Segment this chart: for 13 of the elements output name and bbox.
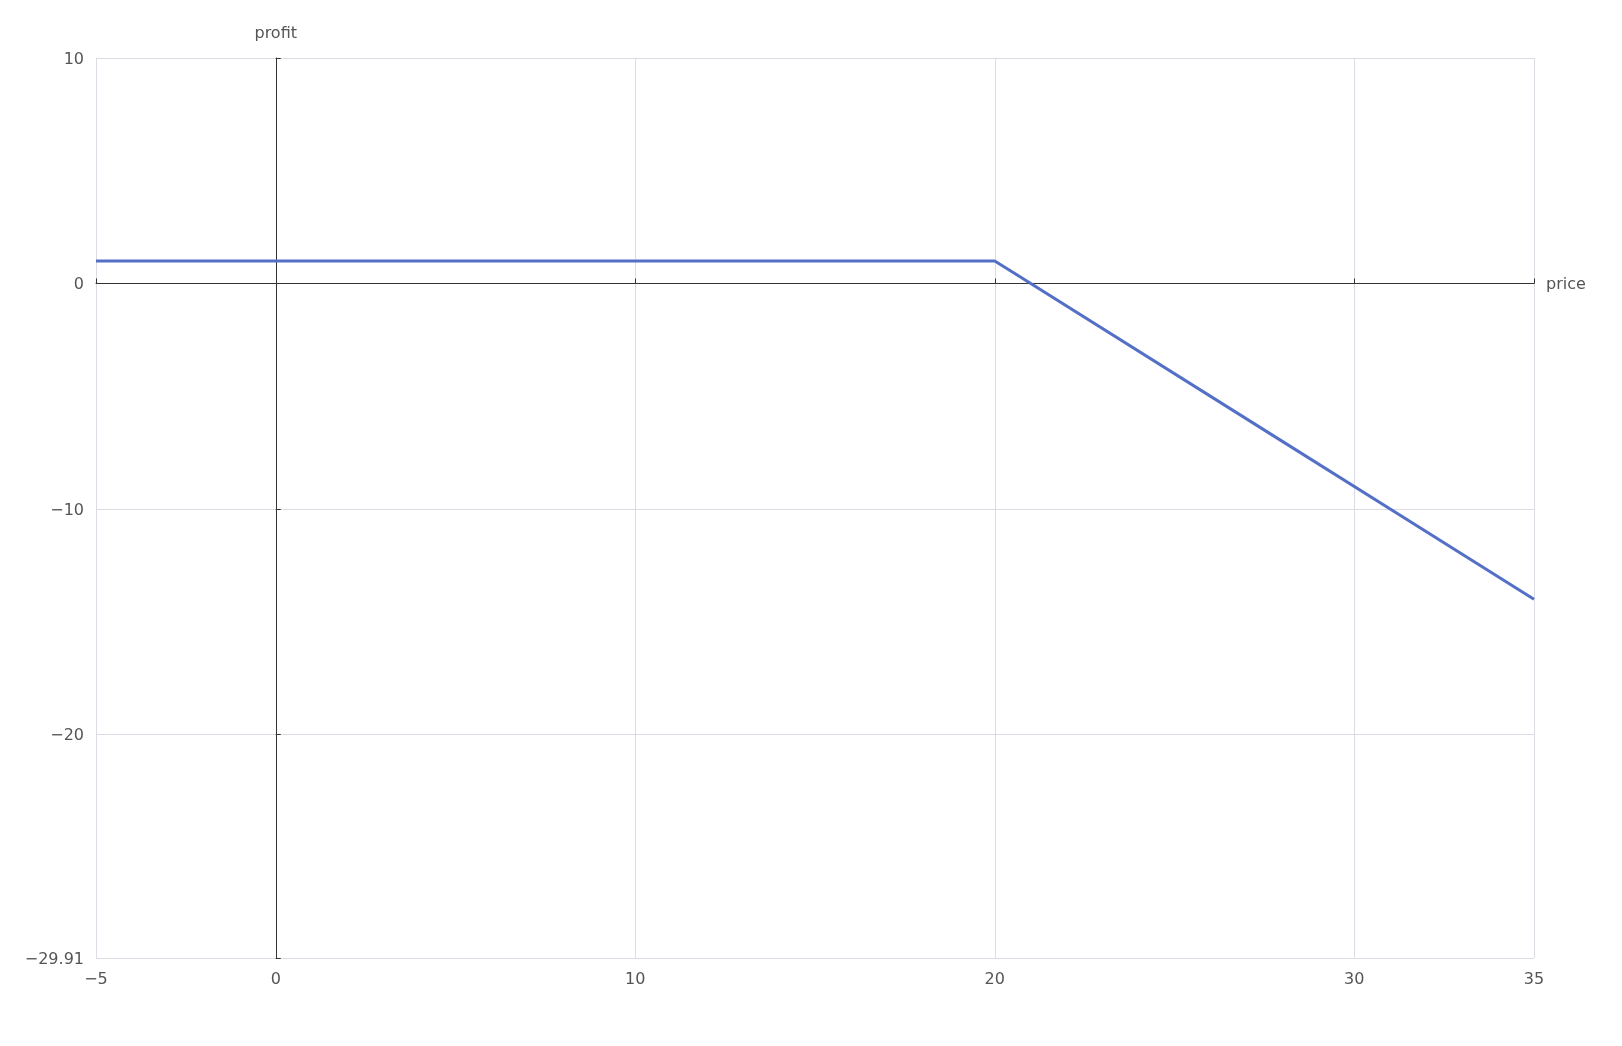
x-axis-title: price bbox=[1546, 274, 1586, 294]
y-axis-title: profit bbox=[254, 22, 298, 42]
y-tick-label: −20 bbox=[50, 725, 84, 745]
x-tick-label: 0 bbox=[270, 968, 281, 988]
y-tick-label: −10 bbox=[50, 499, 84, 519]
y-tick-label: 0 bbox=[73, 274, 84, 294]
x-tick-label: 10 bbox=[625, 968, 646, 988]
x-tick-label: 30 bbox=[1344, 968, 1365, 988]
x-tick-label: 20 bbox=[984, 968, 1005, 988]
x-tick-label: −5 bbox=[84, 968, 108, 988]
y-tick-label: 10 bbox=[63, 48, 84, 68]
x-tick-label: 35 bbox=[1523, 968, 1545, 988]
y-tick-label: −29.91 bbox=[24, 948, 84, 968]
